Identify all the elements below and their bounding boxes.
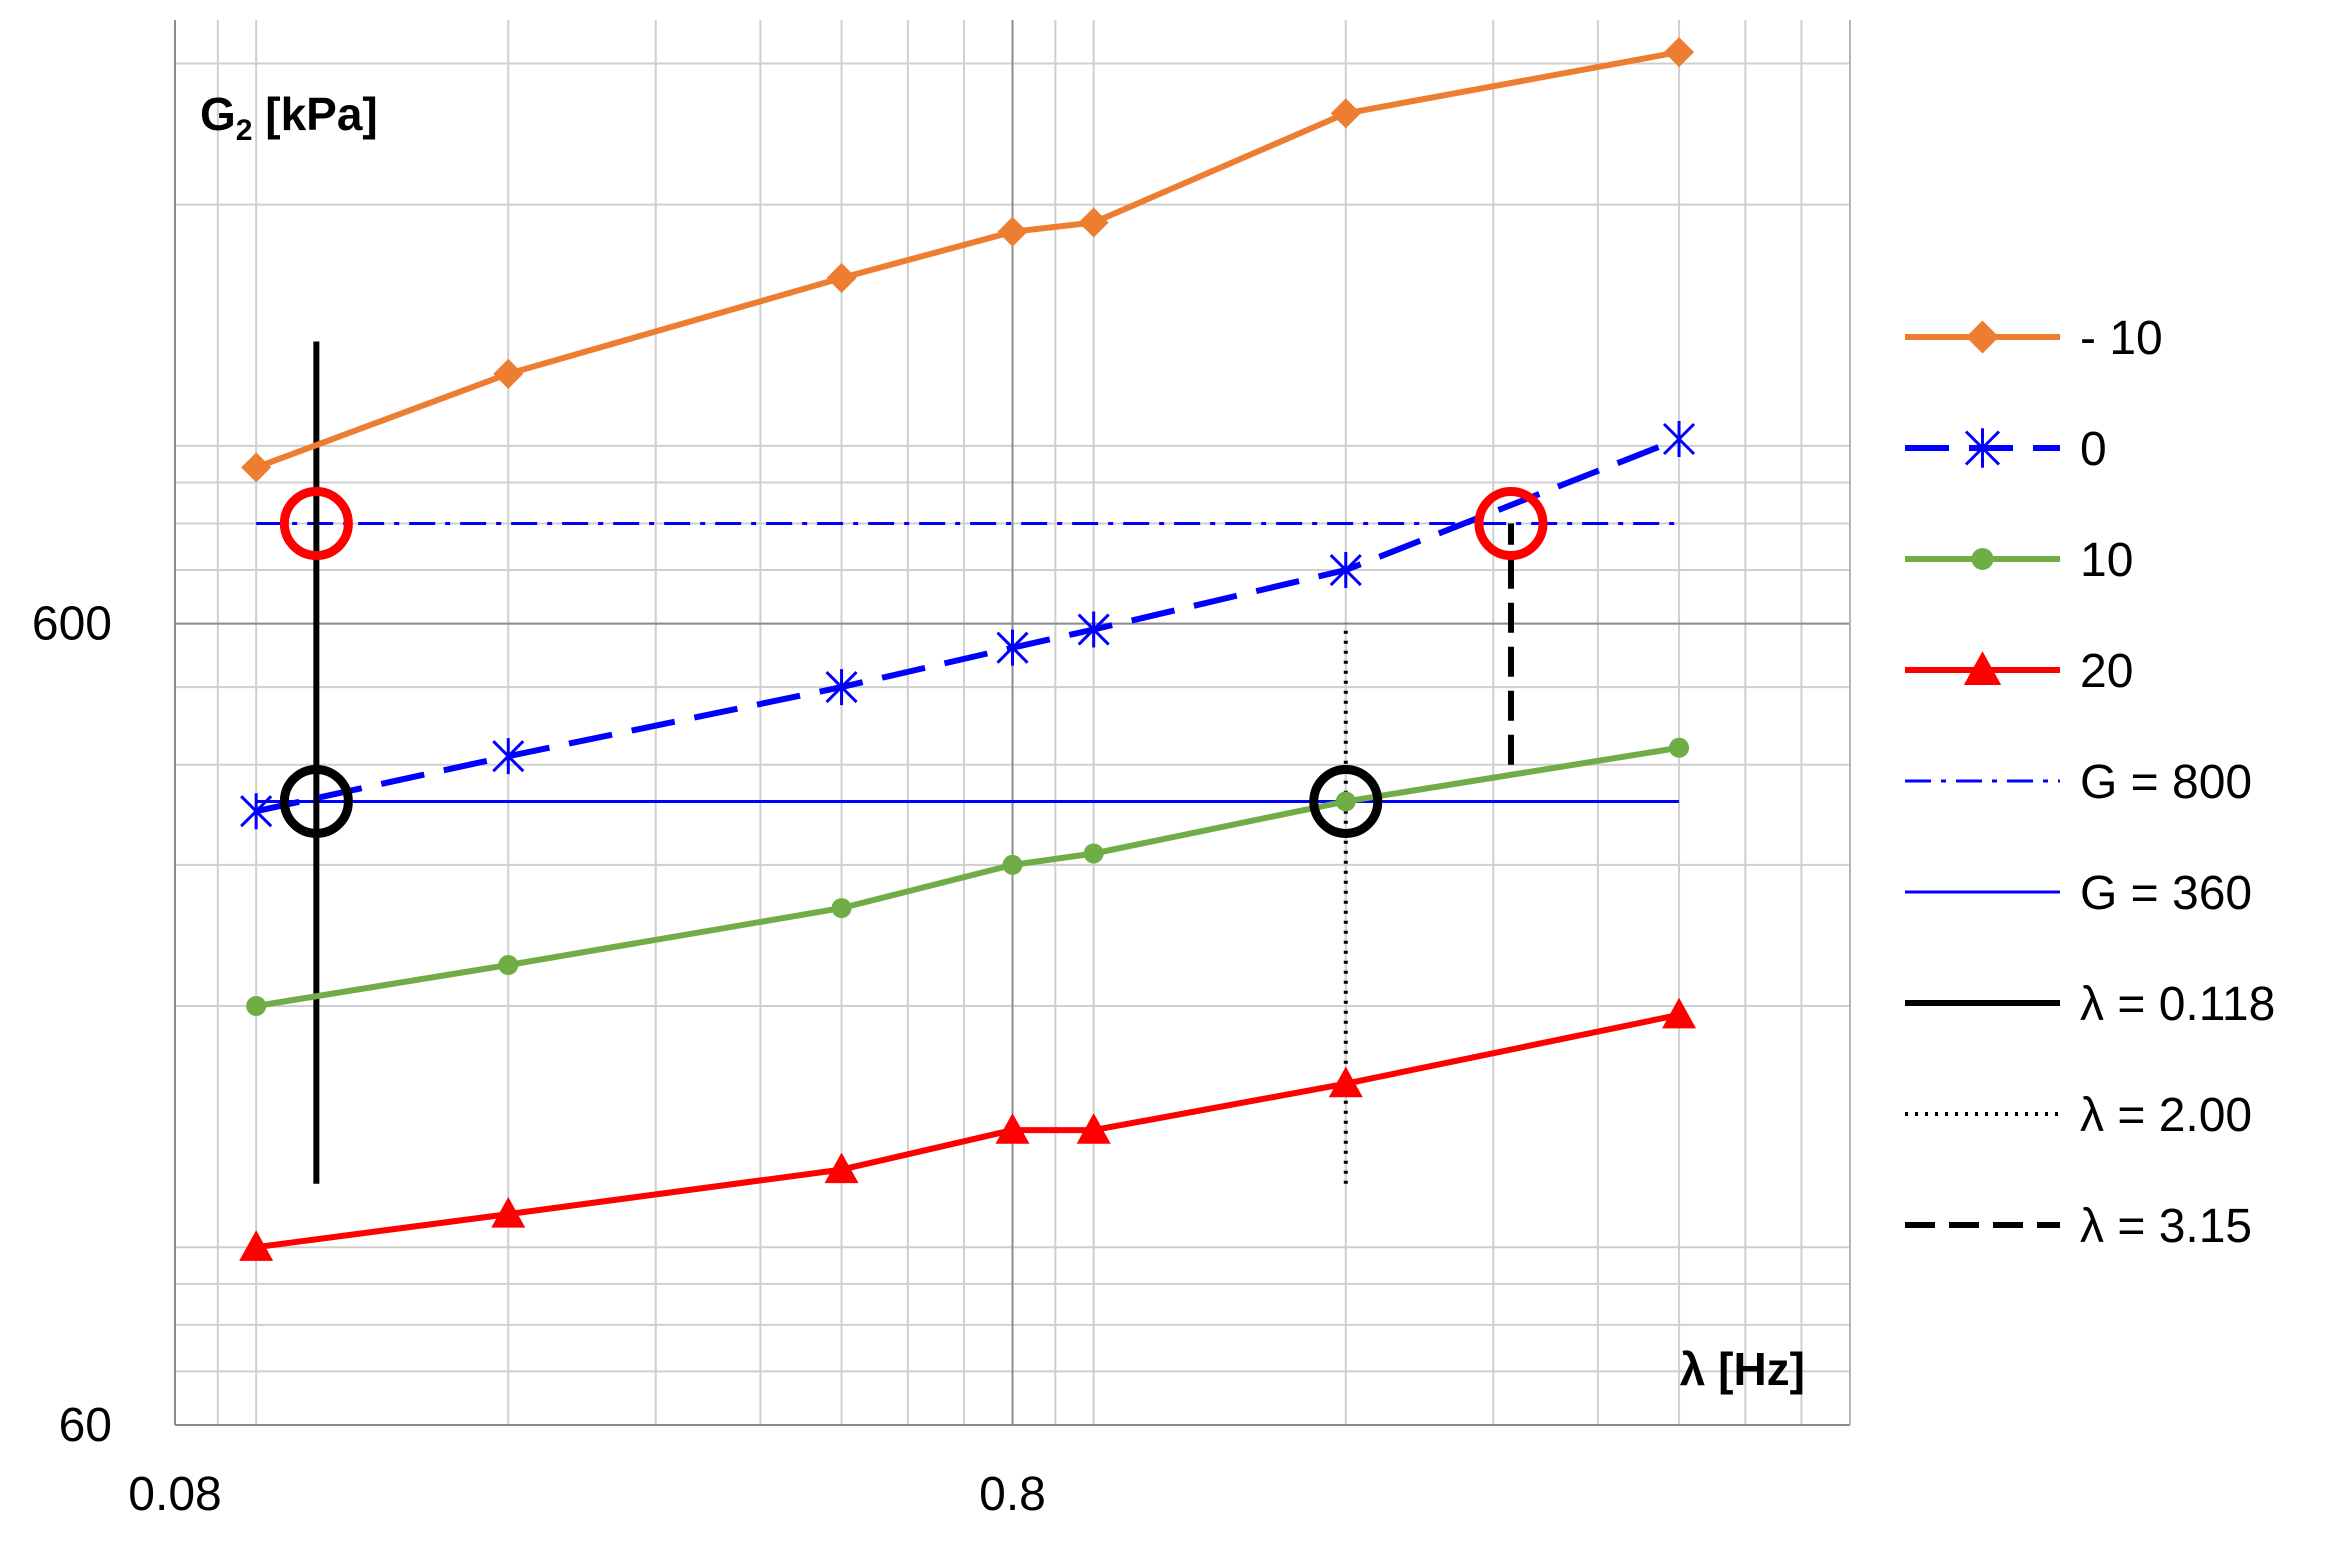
y-axis-title-sub: 2: [236, 114, 253, 147]
data-point: [996, 629, 1029, 666]
highlight-circle: [1309, 764, 1383, 838]
data-point: [1078, 207, 1109, 238]
data-point: [1330, 98, 1361, 129]
data-point: [1335, 791, 1356, 812]
data-point: [1329, 552, 1362, 589]
data-point: [1669, 737, 1690, 758]
highlight-circle: [1474, 487, 1548, 561]
legend-label: 0: [2080, 423, 2107, 476]
x-tick-label: 0.8: [979, 1468, 1046, 1521]
data-point: [491, 1197, 526, 1228]
data-point: [493, 358, 524, 389]
legend-label: G = 800: [2080, 756, 2252, 809]
data-point: [1328, 1066, 1363, 1098]
data-point: [241, 452, 272, 483]
y-axis-title: G2 [kPa]: [200, 88, 378, 147]
y-axis-title-main: G: [200, 88, 236, 140]
data-point: [1077, 611, 1110, 648]
data-point: [825, 669, 858, 706]
legend: - 10 0 10 20 G = 800 G = 360 λ = 0.118 λ = 2.0…: [1905, 312, 2275, 1253]
data-point: [1964, 428, 2001, 468]
data-point: [1966, 320, 1999, 354]
tick-labels: 0.08 0.8 60 600: [32, 598, 1046, 1521]
data-point: [995, 1113, 1030, 1144]
legend-label: G = 360: [2080, 867, 2252, 920]
data-point: [1662, 421, 1696, 457]
data-point: [1002, 854, 1023, 875]
y-tick-label: 60: [59, 1399, 112, 1452]
legend-label: λ = 0.118: [2080, 978, 2275, 1031]
data-point: [824, 1152, 859, 1184]
data-point: [246, 995, 267, 1016]
legend-label: 10: [2080, 534, 2133, 587]
data-point: [1662, 997, 1697, 1029]
data-point: [239, 1230, 274, 1261]
highlight-circles: [279, 487, 1548, 838]
data-point: [240, 793, 273, 830]
x-tick-label: 0.08: [128, 1468, 221, 1521]
data-point: [1963, 651, 2002, 685]
data-point: [498, 955, 519, 976]
data-point: [1076, 1113, 1111, 1144]
series-group: [239, 37, 1697, 1261]
data-point: [1971, 548, 1994, 570]
data-point: [492, 738, 525, 775]
legend-label: λ = 3.15: [2080, 1200, 2252, 1253]
highlight-circle: [279, 764, 353, 838]
legend-label: λ = 2.00: [2080, 1089, 2252, 1142]
y-axis-title-unit: [kPa]: [252, 88, 377, 140]
legend-label: 20: [2080, 645, 2133, 698]
reference-lines: [256, 341, 1680, 1184]
data-point: [1083, 843, 1104, 864]
data-point: [831, 898, 852, 919]
y-tick-label: 600: [32, 598, 112, 651]
plot-frame: [174, 20, 1851, 1426]
x-axis-title: λ [Hz]: [1680, 1343, 1805, 1395]
data-point: [826, 263, 857, 294]
highlight-circle: [279, 487, 353, 561]
data-point: [997, 216, 1028, 247]
legend-label: - 10: [2080, 312, 2163, 365]
data-point: [1664, 37, 1695, 68]
